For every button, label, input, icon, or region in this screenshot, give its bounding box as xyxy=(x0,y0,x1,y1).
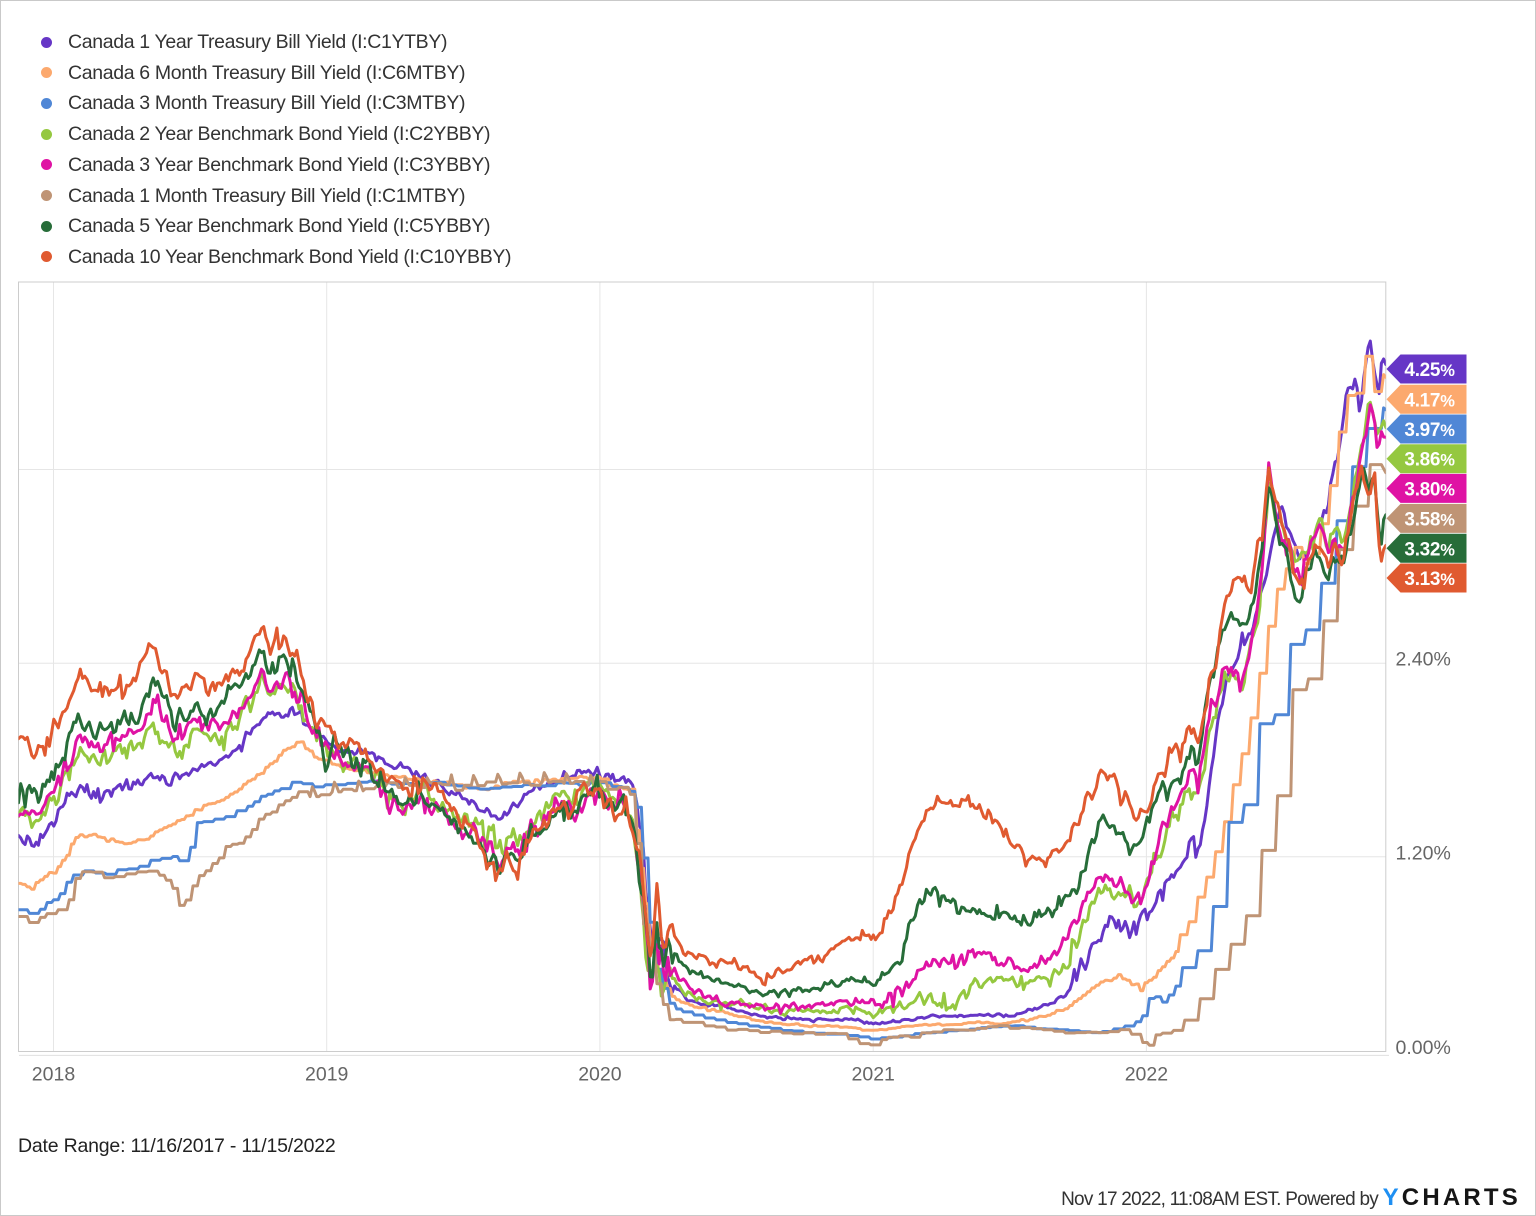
svg-text:1.20%: 1.20% xyxy=(1396,842,1451,864)
svg-text:3.80%: 3.80% xyxy=(1404,479,1455,500)
svg-text:2.40%: 2.40% xyxy=(1396,649,1451,671)
svg-text:2021: 2021 xyxy=(852,1064,895,1086)
svg-text:2020: 2020 xyxy=(578,1064,622,1086)
svg-text:0.00%: 0.00% xyxy=(1396,1037,1451,1059)
svg-text:3.86%: 3.86% xyxy=(1404,450,1455,471)
svg-text:4.17%: 4.17% xyxy=(1404,390,1455,411)
svg-text:2022: 2022 xyxy=(1125,1064,1168,1086)
svg-text:2018: 2018 xyxy=(32,1064,75,1086)
svg-text:4.25%: 4.25% xyxy=(1404,360,1455,381)
svg-text:3.13%: 3.13% xyxy=(1404,569,1455,590)
svg-text:3.58%: 3.58% xyxy=(1404,509,1455,530)
svg-text:3.32%: 3.32% xyxy=(1404,539,1455,560)
svg-text:2019: 2019 xyxy=(305,1064,348,1086)
svg-text:3.97%: 3.97% xyxy=(1404,420,1455,441)
